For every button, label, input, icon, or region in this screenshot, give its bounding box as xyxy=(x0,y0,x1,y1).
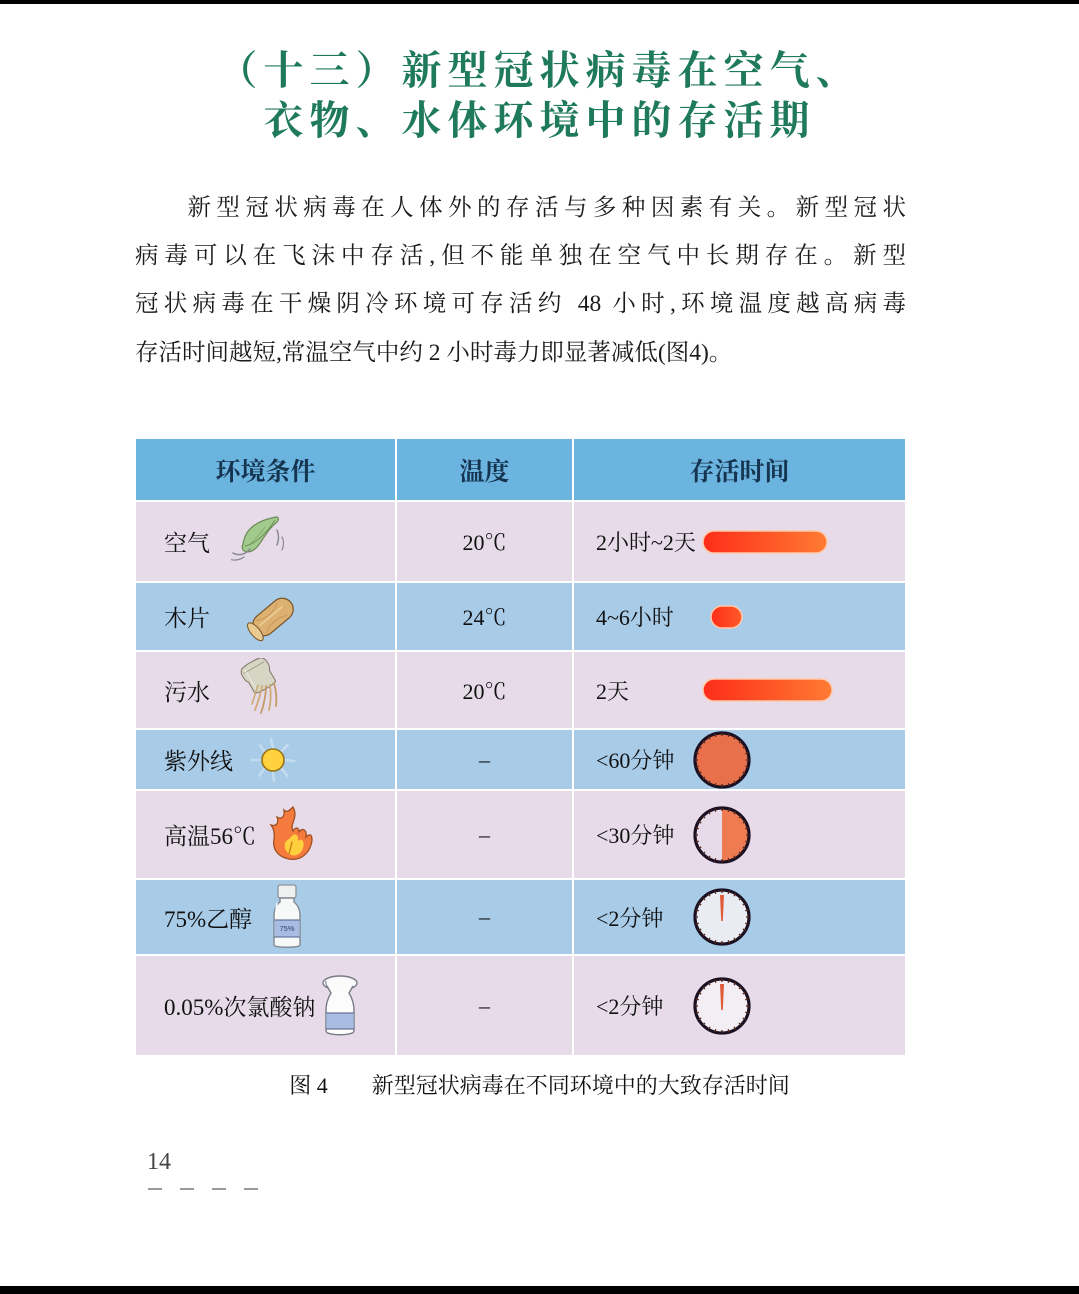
svg-text:75%: 75% xyxy=(279,924,294,933)
